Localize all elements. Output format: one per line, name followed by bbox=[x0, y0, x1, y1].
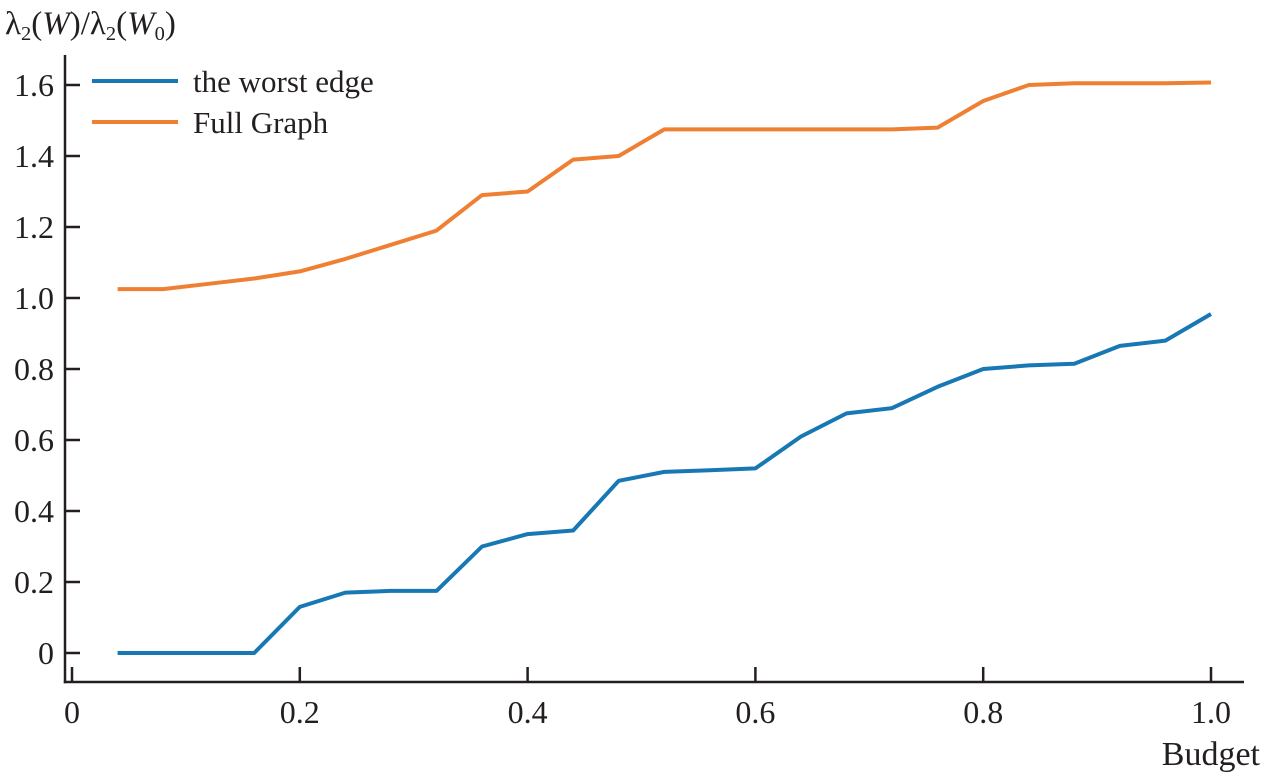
x-tick-label: 0.2 bbox=[280, 694, 320, 730]
ylabel-part: ( bbox=[31, 6, 43, 42]
y-tick-label: 1.4 bbox=[14, 138, 54, 174]
y-tick-label: 0 bbox=[38, 635, 54, 671]
series-line-full-graph bbox=[117, 80, 1212, 292]
legend-label: Full Graph bbox=[193, 105, 329, 140]
ylabel-subscript: 2 bbox=[105, 23, 117, 46]
ylabel-subscript: 2 bbox=[21, 23, 32, 46]
x-axis-title: Budget bbox=[1161, 736, 1260, 773]
y-tick-label: 0.4 bbox=[14, 493, 54, 529]
ylabel-part: ( bbox=[116, 6, 128, 42]
ylabel-part: W bbox=[42, 6, 70, 42]
series-line-the-worst-edge bbox=[117, 312, 1213, 655]
y-tick-label: 1.0 bbox=[14, 280, 54, 316]
x-tick-label: 0.8 bbox=[963, 694, 1003, 730]
ylabel-part: ) bbox=[164, 6, 176, 42]
ylabel-part: W bbox=[127, 6, 155, 42]
y-tick-label: 1.6 bbox=[14, 67, 54, 103]
y-tick-label: 0.2 bbox=[14, 564, 54, 600]
x-tick-label: 1.0 bbox=[1191, 694, 1231, 730]
x-tick-label: 0.4 bbox=[508, 694, 548, 730]
legend-label: the worst edge bbox=[193, 64, 374, 99]
ylabel-part: λ bbox=[5, 6, 22, 42]
ylabel-subscript: 0 bbox=[154, 23, 165, 46]
y-tick-label: 1.2 bbox=[14, 209, 54, 245]
y-tick-label: 0.6 bbox=[14, 422, 54, 458]
ylabel-part: )/λ bbox=[69, 6, 106, 42]
x-tick-label: 0 bbox=[64, 694, 80, 730]
x-tick-label: 0.6 bbox=[735, 694, 775, 730]
y-tick-label: 0.8 bbox=[14, 351, 54, 387]
y-axis-title: λ2(W)/λ2(W0) bbox=[5, 6, 176, 46]
